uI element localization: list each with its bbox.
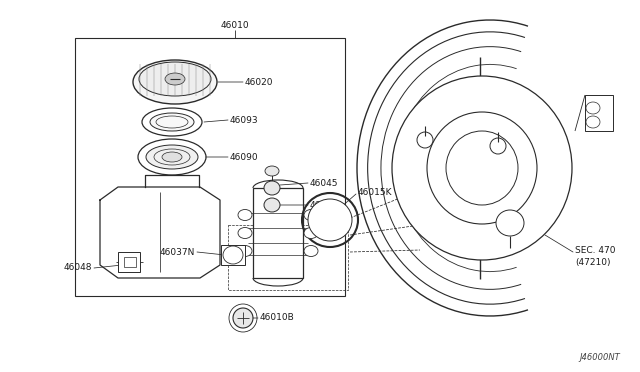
- Text: 46010B: 46010B: [260, 314, 295, 323]
- Ellipse shape: [417, 132, 433, 148]
- Ellipse shape: [238, 228, 252, 238]
- Bar: [253, 188, 303, 278]
- Bar: [585, 95, 613, 131]
- Ellipse shape: [427, 112, 537, 224]
- Ellipse shape: [392, 76, 572, 260]
- Text: 46045: 46045: [310, 201, 339, 209]
- Text: 46090: 46090: [230, 153, 259, 161]
- Ellipse shape: [308, 199, 352, 241]
- Text: 46015K: 46015K: [358, 187, 392, 196]
- Ellipse shape: [264, 198, 280, 212]
- Text: 46093: 46093: [230, 115, 259, 125]
- Ellipse shape: [238, 246, 252, 257]
- Ellipse shape: [165, 73, 185, 85]
- Ellipse shape: [496, 210, 524, 236]
- Ellipse shape: [150, 113, 194, 131]
- Ellipse shape: [304, 228, 318, 238]
- Ellipse shape: [142, 108, 202, 136]
- Text: 46048: 46048: [63, 263, 92, 273]
- Ellipse shape: [139, 62, 211, 96]
- Bar: [221, 245, 245, 265]
- Ellipse shape: [162, 152, 182, 162]
- Bar: [118, 252, 140, 272]
- Bar: [228, 225, 348, 290]
- Ellipse shape: [138, 139, 206, 175]
- Text: 46045: 46045: [310, 179, 339, 187]
- Ellipse shape: [304, 209, 318, 221]
- Ellipse shape: [233, 308, 253, 328]
- Bar: [75, 38, 345, 296]
- Ellipse shape: [304, 246, 318, 257]
- Ellipse shape: [490, 138, 506, 154]
- Ellipse shape: [133, 60, 217, 104]
- Ellipse shape: [146, 145, 198, 169]
- Ellipse shape: [238, 209, 252, 221]
- Text: SEC. 470: SEC. 470: [575, 246, 616, 254]
- Text: 46010: 46010: [221, 20, 250, 29]
- Ellipse shape: [264, 181, 280, 195]
- Text: 46037N: 46037N: [159, 247, 195, 257]
- Text: (47210): (47210): [575, 259, 611, 267]
- Polygon shape: [145, 175, 199, 187]
- Ellipse shape: [446, 131, 518, 205]
- Bar: [124, 257, 136, 267]
- Text: 46020: 46020: [245, 77, 273, 87]
- Polygon shape: [100, 187, 220, 278]
- Ellipse shape: [265, 166, 279, 176]
- Text: J46000NT: J46000NT: [579, 353, 620, 362]
